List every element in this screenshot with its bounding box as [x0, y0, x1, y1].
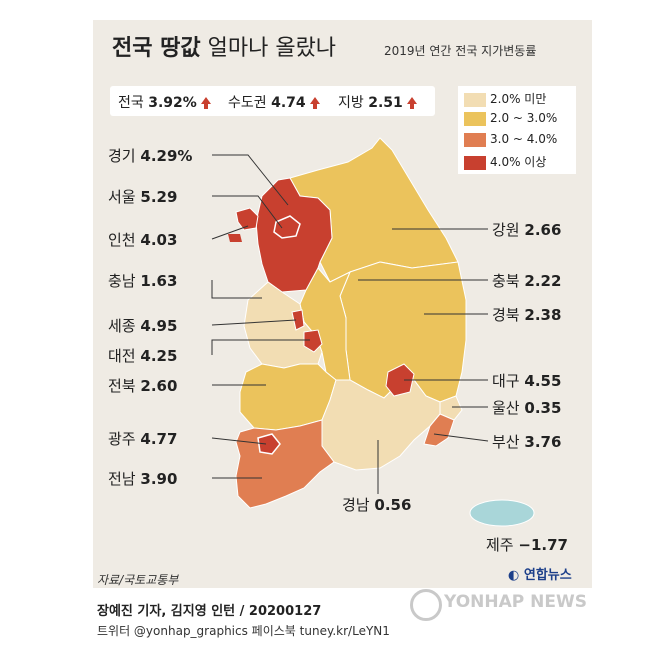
national-stat: 전국 3.92% [118, 92, 211, 112]
legend-swatch [464, 155, 486, 170]
label-sejong: 세종 4.95 [108, 317, 178, 335]
region-incheon-island [228, 234, 242, 242]
title-rest: 얼마나 올랐나 [200, 36, 337, 61]
logo-text: 연합뉴스 [523, 568, 572, 583]
label-chungnam: 충남 1.63 [108, 272, 178, 290]
region-daejeon [303, 329, 323, 353]
label-seoul: 서울 5.29 [108, 188, 178, 206]
provinces-value: 2.51 [368, 95, 403, 111]
legend-item: 3.0 ~ 4.0% [464, 132, 557, 148]
region-sejong [291, 309, 305, 331]
provinces-label: 지방 [338, 95, 364, 111]
label-daegu: 대구 4.55 [492, 372, 562, 390]
region-gwangju [257, 433, 281, 455]
watermark-logo-icon [410, 589, 442, 621]
legend-swatch [464, 92, 486, 107]
label-jeonnam: 전남 3.90 [108, 470, 178, 488]
region-jeju [469, 499, 535, 527]
label-busan: 부산 3.76 [492, 433, 562, 451]
label-gyeongnam: 경남 0.56 [342, 496, 412, 514]
up-arrow-icon [200, 96, 211, 109]
label-ulsan: 울산 0.35 [492, 399, 562, 417]
legend-swatch [464, 132, 486, 147]
watermark-text: YONHAP NEWS [444, 592, 587, 612]
leader-lines [211, 154, 489, 494]
label-jeonbuk: 전북 2.60 [108, 377, 178, 395]
label-gyeongbuk: 경북 2.38 [492, 306, 562, 324]
legend-label: 2.0% 미만 [490, 92, 547, 106]
legend-item: 4.0% 이상 [464, 153, 547, 170]
watermark: YONHAP NEWS [410, 592, 587, 612]
page-title: 전국 땅값 얼마나 올랐나 [112, 30, 336, 62]
legend-item: 2.0% 미만 [464, 90, 547, 107]
region-incheon [235, 207, 259, 231]
logo-icon: ◐ [508, 568, 520, 583]
legend-label: 4.0% 이상 [490, 155, 547, 169]
national-label: 전국 [118, 95, 144, 111]
legend-item: 2.0 ~ 3.0% [464, 111, 557, 127]
region-chungnam [243, 281, 323, 369]
label-jeju: 제주 −1.77 [486, 536, 568, 554]
source-note: 자료/국토교통부 [97, 573, 179, 587]
capital-area-value: 4.74 [271, 95, 306, 111]
provinces-stat: 지방 2.51 [338, 92, 417, 112]
legend-label: 3.0 ~ 4.0% [490, 132, 558, 146]
title-bold: 전국 땅값 [112, 36, 201, 61]
national-value: 3.92% [148, 95, 197, 111]
subtitle: 2019년 연간 전국 지가변동률 [384, 44, 537, 58]
yonhap-logo: ◐ 연합뉴스 [508, 564, 572, 583]
legend: 2.0% 미만 2.0 ~ 3.0% 3.0 ~ 4.0% 4.0% 이상 [458, 86, 576, 174]
credit-authors: 장예진 기자, 김지영 인턴 / 20200127 [97, 604, 322, 619]
label-gwangju: 광주 4.77 [108, 430, 178, 448]
region-daegu [385, 363, 415, 397]
label-gyeonggi: 경기 4.29% [108, 147, 193, 165]
capital-area-label: 수도권 [228, 95, 267, 111]
credit-social: 트위터 @yonhap_graphics 페이스북 tuney.kr/LeYN1 [97, 624, 390, 638]
region-jeonnam [235, 419, 335, 509]
label-gangwon: 강원 2.66 [492, 221, 562, 239]
up-arrow-icon [309, 96, 320, 109]
label-daejeon: 대전 4.25 [108, 347, 178, 365]
label-chungbuk: 충북 2.22 [492, 272, 562, 290]
region-seoul [273, 215, 301, 239]
up-arrow-icon [406, 96, 417, 109]
legend-swatch [464, 111, 486, 126]
label-incheon: 인천 4.03 [108, 231, 178, 249]
region-busan [423, 413, 455, 447]
capital-area-stat: 수도권 4.74 [228, 92, 320, 112]
region-ulsan [439, 395, 463, 421]
legend-label: 2.0 ~ 3.0% [490, 111, 558, 125]
national-summary-box: 전국 3.92% 수도권 4.74 지방 2.51 [110, 86, 435, 116]
